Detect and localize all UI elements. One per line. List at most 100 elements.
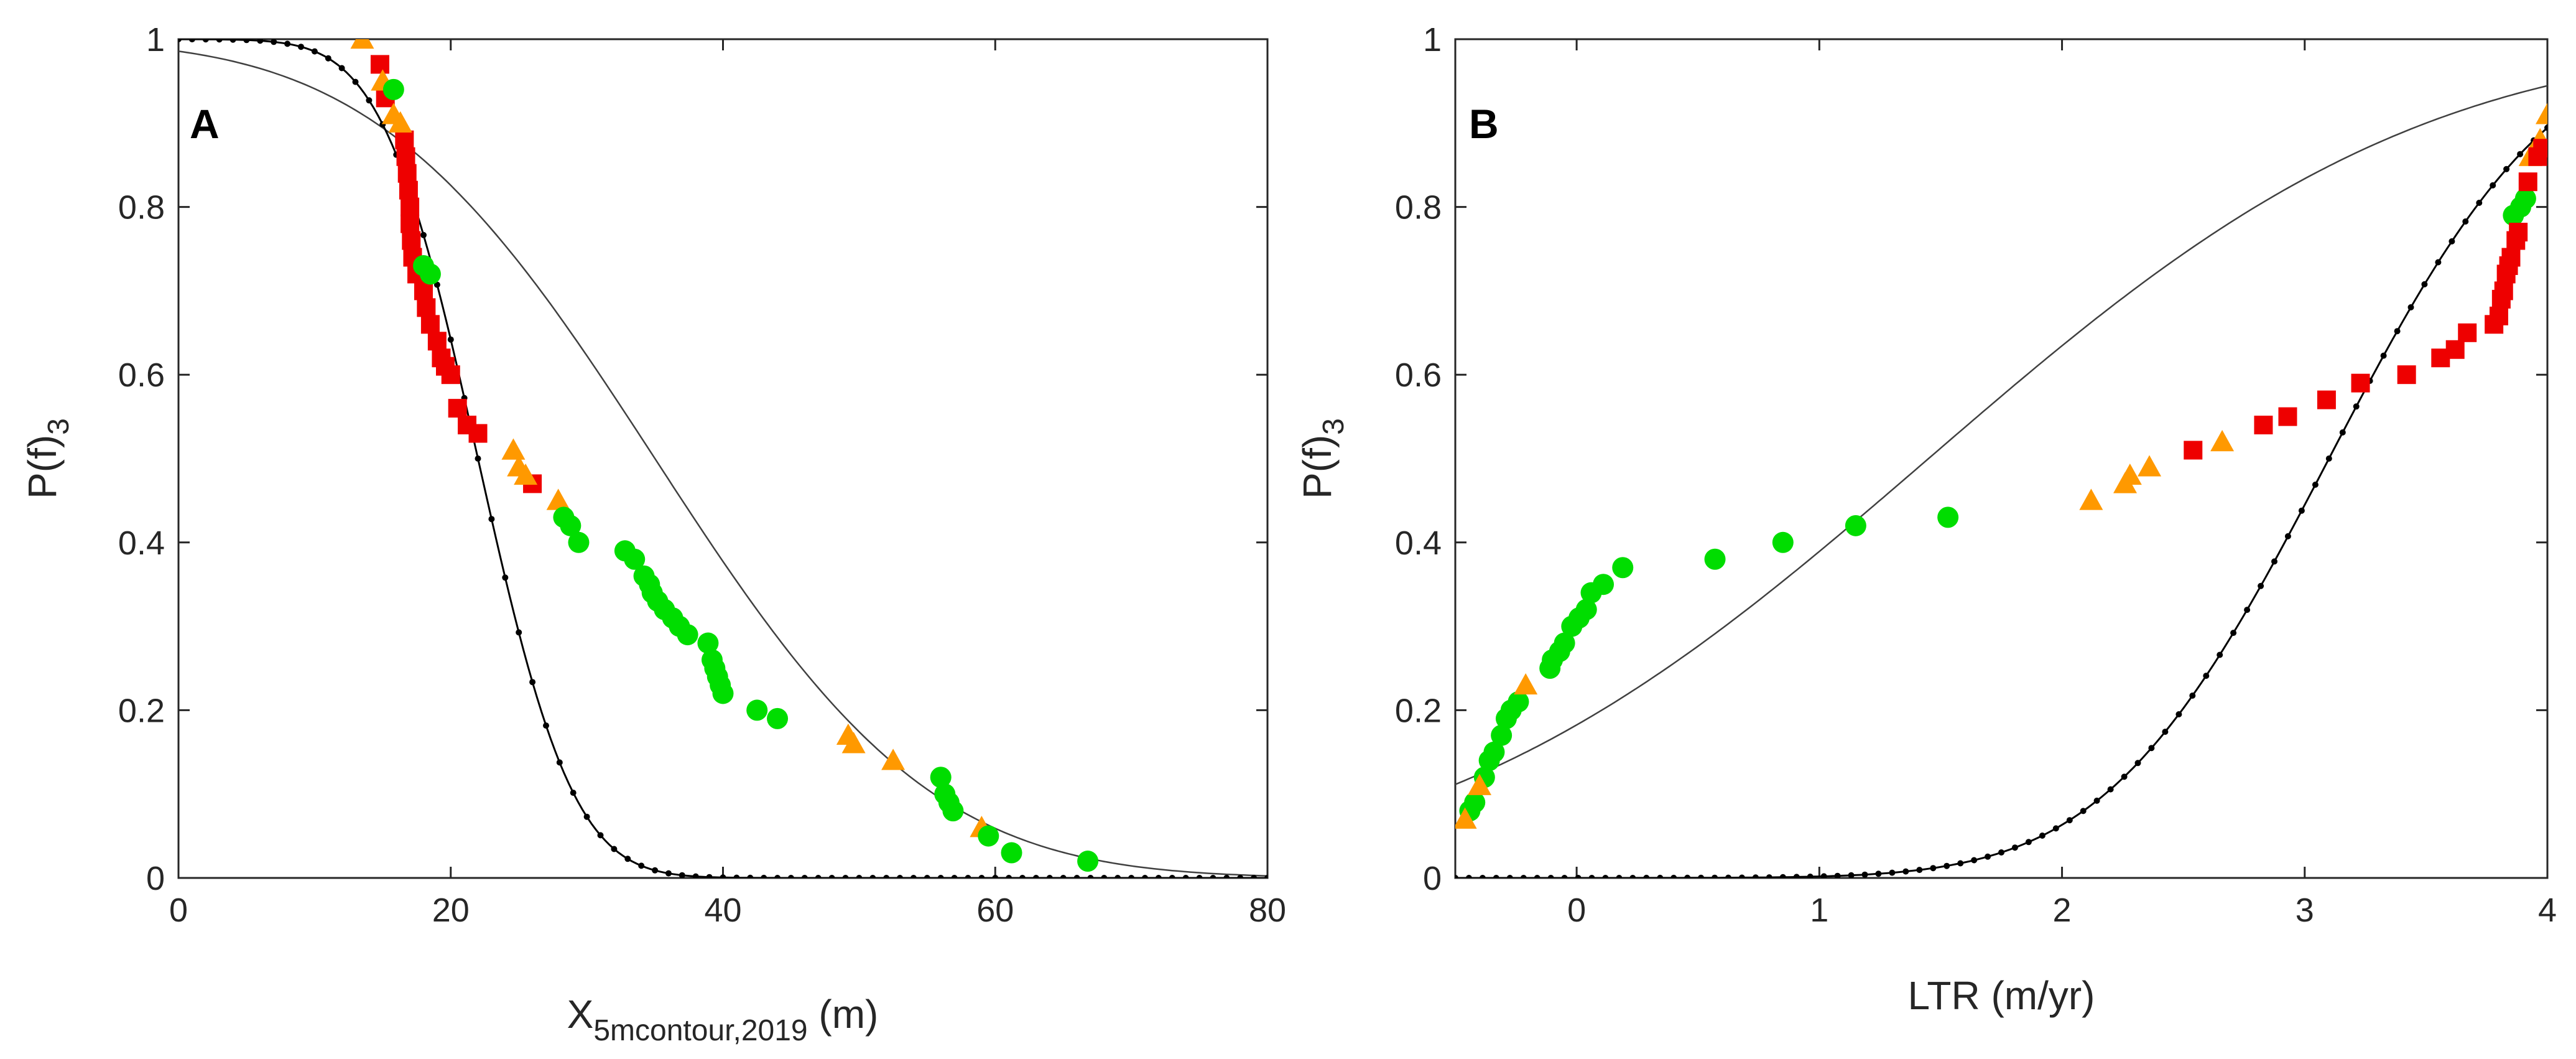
data-point-triangle [1514, 673, 1538, 695]
model-dot [1465, 875, 1472, 878]
panel-a-tick-labels: 0 20 40 60 80 0 0.2 0.4 0.6 0.8 1 [118, 21, 1286, 929]
model-dot [1547, 875, 1554, 878]
panel-b-letter: B [1469, 101, 1499, 147]
data-point-circle [1575, 599, 1597, 620]
model-dot [1643, 874, 1650, 878]
model-dot [1169, 875, 1175, 878]
model-dot [1223, 875, 1230, 878]
x-tick-label: 40 [704, 892, 741, 929]
model-dot [2490, 182, 2496, 189]
model-dot [2080, 808, 2087, 814]
model-dot [1087, 875, 1094, 878]
panel-a-y-axis-label: P(f)3 [20, 418, 75, 499]
data-point-circle [1491, 724, 1513, 746]
model-dot [2476, 200, 2483, 206]
data-point-circle [560, 515, 581, 536]
data-point-square [2489, 306, 2508, 325]
model-dot [951, 875, 958, 878]
x-tick-label: 0 [1567, 892, 1586, 929]
model-dot [2298, 507, 2305, 514]
model-dot [2449, 238, 2455, 245]
y-tick-label: 0 [146, 860, 165, 897]
y-tick-label: 0.8 [1395, 189, 1442, 226]
model-dot [869, 875, 876, 878]
data-point-square [401, 197, 420, 217]
panel-b-y-axis-label: P(f)3 [1295, 418, 1350, 499]
model-dot [638, 862, 645, 869]
model-dot [883, 875, 890, 878]
data-point-circle [1464, 791, 1486, 813]
model-dot [1629, 875, 1636, 878]
model-dot [271, 39, 277, 45]
model-dot [856, 875, 863, 878]
data-point-circle [568, 531, 590, 553]
y-tick-label: 0.4 [1395, 525, 1442, 562]
y-tick-label: 1 [146, 21, 165, 58]
data-point-square [402, 231, 421, 250]
model-dot [2271, 558, 2277, 565]
x-tick-label: 1 [1810, 892, 1828, 929]
model-dot [679, 872, 685, 878]
data-point-circle [978, 825, 999, 847]
data-point-square [399, 180, 418, 200]
data-point-square [2445, 340, 2465, 359]
model-dot [338, 65, 345, 72]
data-point-square [370, 55, 389, 74]
x-tick-label: 20 [432, 892, 470, 929]
model-dot [2107, 786, 2114, 793]
model-dot [284, 40, 291, 47]
data-point-square [401, 214, 420, 233]
model-dot [1006, 875, 1012, 878]
data-point-triangle [2118, 463, 2142, 485]
model-dot [1657, 874, 1664, 878]
model-dot [2462, 218, 2469, 225]
data-point-triangle [546, 488, 570, 510]
model-dot [924, 875, 930, 878]
model-dot [1889, 869, 1896, 876]
model-dot [1251, 875, 1258, 878]
panel-b-plot-area [1455, 85, 2547, 878]
data-point-circle [1845, 515, 1866, 536]
data-point-circle [746, 699, 768, 721]
panel-b-frame [1454, 38, 2549, 879]
model-dot [2217, 651, 2223, 658]
data-point-triangle [350, 39, 374, 49]
data-point-square [395, 130, 414, 149]
x-tick-label: 4 [2538, 892, 2557, 929]
data-point-square [441, 365, 460, 385]
model-dot [447, 336, 454, 343]
model-dot [828, 875, 835, 878]
model-dot [2052, 825, 2059, 832]
data-point-triangle [388, 111, 412, 133]
data-point-circle [382, 78, 404, 100]
model-dot [1766, 874, 1772, 878]
model-dot [1019, 875, 1026, 878]
data-point-square [2509, 223, 2528, 242]
model-dot [2066, 817, 2073, 824]
model-dot [978, 875, 985, 878]
model-dot [257, 39, 264, 44]
model-dot [2353, 403, 2360, 410]
model-dot [583, 813, 590, 820]
model-dot [1114, 875, 1121, 878]
model-dot [556, 759, 563, 766]
data-point-circle [1593, 574, 1615, 595]
data-point-circle [1554, 632, 1575, 654]
model-dot [1455, 875, 1458, 878]
data-point-circle [419, 263, 441, 285]
model-dot [2244, 607, 2251, 613]
series-orange [1455, 103, 2547, 829]
data-point-circle [767, 707, 789, 729]
model-curve-smooth [1455, 85, 2547, 785]
model-dot [2284, 533, 2291, 539]
model-dot [2039, 833, 2046, 839]
data-point-square [420, 315, 440, 334]
model-dot [747, 874, 754, 878]
model-dot [1861, 871, 1868, 878]
data-point-square [2397, 365, 2416, 385]
data-point-triangle [1455, 807, 1477, 829]
model-dot [2517, 151, 2524, 157]
data-point-square [2254, 416, 2273, 435]
y-tick-label: 0.4 [118, 525, 165, 562]
data-point-square [417, 298, 436, 317]
